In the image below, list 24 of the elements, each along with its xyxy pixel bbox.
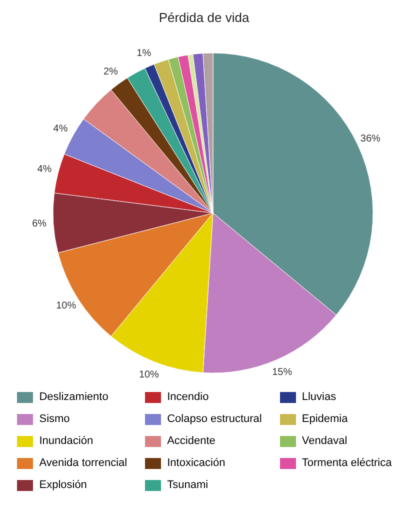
data-label: 2% <box>104 66 118 78</box>
legend-label: Vendaval <box>302 435 348 447</box>
legend-label: Epidemia <box>302 413 348 425</box>
data-label: 6% <box>32 218 47 230</box>
legend-label: Tormenta eléctrica <box>302 457 392 469</box>
legend-label: Inundación <box>39 435 94 447</box>
legend-label: Lluvias <box>302 391 336 403</box>
chart-title: Pérdida de vida <box>158 10 250 25</box>
data-label: 15% <box>272 367 292 378</box>
data-label: 1% <box>136 48 152 59</box>
legend-label: Explosión <box>39 479 87 491</box>
legend-label: Accidente <box>167 435 216 447</box>
legend-label: Avenida torrencial <box>39 457 128 469</box>
legend-label: Colapso estructural <box>167 413 262 425</box>
legend-label: Sismo <box>39 413 70 425</box>
data-label: 36% <box>360 133 381 144</box>
legend-label: Intoxicación <box>167 457 226 469</box>
data-label: 10% <box>138 369 160 380</box>
legend-label: Tsunami <box>167 479 208 491</box>
legend-label: Incendio <box>167 391 209 403</box>
data-label: 10% <box>56 300 76 312</box>
legend-label: Deslizamiento <box>39 391 108 403</box>
data-label: 4% <box>37 164 52 176</box>
data-label: 4% <box>53 124 68 135</box>
